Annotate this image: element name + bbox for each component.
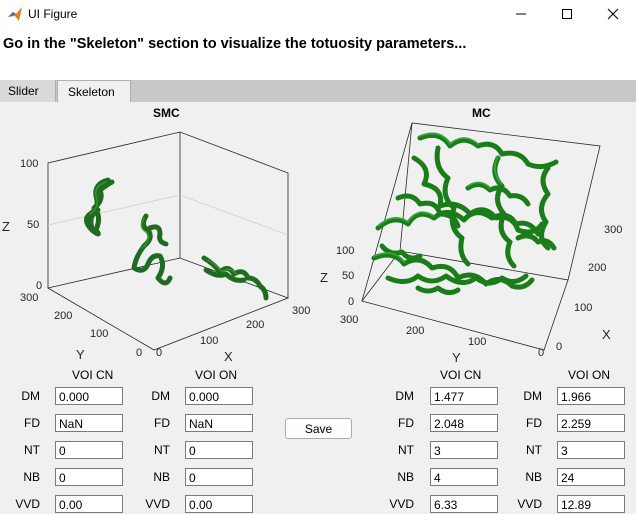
param-label: VVD (15, 497, 40, 511)
mc-x-tick: 0 (556, 341, 562, 353)
mc-y-tick: 100 (468, 336, 486, 348)
mc-z-tick: 0 (348, 296, 354, 308)
vvd-field[interactable]: 12.89 (557, 495, 625, 513)
mc-z-tick: 100 (336, 245, 354, 257)
smc-x-tick: 100 (200, 335, 218, 347)
fd-field[interactable]: 2.048 (430, 414, 498, 432)
nb-field[interactable]: 0 (55, 468, 123, 486)
dm-field[interactable]: 0.000 (185, 387, 253, 405)
nt-field[interactable]: 3 (430, 441, 498, 459)
nb-field[interactable]: 0 (185, 468, 253, 486)
fd-field[interactable]: NaN (55, 414, 123, 432)
dm-field[interactable]: 0.000 (55, 387, 123, 405)
mc-y-axis-label: Y (452, 350, 461, 365)
param-label: NB (397, 470, 414, 484)
param-label: NB (525, 470, 542, 484)
save-button[interactable]: Save (285, 418, 352, 439)
dm-field[interactable]: 1.477 (430, 387, 498, 405)
smc-z-tick: 0 (36, 280, 42, 292)
param-label: NT (24, 443, 40, 457)
smc-vessel-render (84, 177, 269, 301)
close-button[interactable] (590, 0, 636, 28)
tab-skeleton[interactable]: Skeleton (57, 80, 131, 102)
smc-z-axis-label: Z (2, 219, 10, 234)
vvd-field[interactable]: 6.33 (430, 495, 498, 513)
fd-field[interactable]: NaN (185, 414, 253, 432)
mc-z-axis-label: Z (320, 270, 328, 285)
smc-x-tick: 0 (156, 347, 162, 359)
minimize-button[interactable] (498, 0, 544, 28)
mc-y-tick: 200 (406, 325, 424, 337)
dm-field[interactable]: 1.966 (557, 387, 625, 405)
mc-x-tick: 200 (588, 262, 606, 274)
smc-x-axis-label: X (224, 349, 233, 364)
param-label: NT (526, 443, 542, 457)
matlab-icon (8, 7, 22, 21)
group-header: VOI ON (568, 368, 611, 382)
smc-plot-title: SMC (153, 106, 180, 120)
param-label: DM (523, 389, 542, 403)
close-icon (607, 8, 619, 20)
window-titlebar: UI Figure (0, 0, 636, 28)
param-label: DM (395, 389, 414, 403)
mc-x-tick: 100 (574, 302, 592, 314)
param-label: VVD (517, 497, 542, 511)
mc-z-tick: 50 (342, 270, 354, 282)
group-header: VOI CN (440, 368, 482, 382)
smc-z-tick: 100 (20, 158, 38, 170)
param-label: FD (154, 416, 170, 430)
smc-y-tick: 300 (20, 292, 38, 304)
param-label: NT (154, 443, 170, 457)
param-label: NB (153, 470, 170, 484)
fd-field[interactable]: 2.259 (557, 414, 625, 432)
smc-y-axis-label: Y (76, 347, 85, 362)
nt-field[interactable]: 0 (185, 441, 253, 459)
maximize-icon (562, 9, 572, 19)
param-label: DM (21, 389, 40, 403)
mc-3d-plot[interactable]: 100 50 0 300 200 100 0 0 100 200 300 Z Y… (318, 118, 636, 368)
param-label: VVD (389, 497, 414, 511)
mc-vessel-render (371, 132, 559, 296)
mc-x-tick: 300 (604, 224, 622, 236)
window-title: UI Figure (28, 7, 78, 21)
param-label: NB (23, 470, 40, 484)
mc-plot-title: MC (472, 106, 491, 120)
param-label: DM (151, 389, 170, 403)
nb-field[interactable]: 24 (557, 468, 625, 486)
smc-x-tick: 200 (246, 319, 264, 331)
mc-y-tick: 300 (340, 314, 358, 326)
param-label: FD (24, 416, 40, 430)
group-header: VOI ON (195, 368, 238, 382)
mc-y-tick: 0 (538, 347, 544, 359)
maximize-button[interactable] (544, 0, 590, 28)
nt-field[interactable]: 3 (557, 441, 625, 459)
smc-3d-plot[interactable]: 100 50 0 300 200 100 0 0 100 200 300 Z Y… (0, 118, 318, 368)
smc-y-tick: 0 (136, 347, 142, 359)
vvd-field[interactable]: 0.00 (55, 495, 123, 513)
minimize-icon (516, 13, 526, 15)
param-label: VVD (145, 497, 170, 511)
param-label: FD (526, 416, 542, 430)
param-label: FD (398, 416, 414, 430)
mc-x-axis-label: X (602, 327, 611, 342)
instruction-text: Go in the "Skeleton" section to visualiz… (3, 36, 467, 52)
vvd-field[interactable]: 0.00 (185, 495, 253, 513)
param-label: NT (398, 443, 414, 457)
smc-z-tick: 50 (27, 219, 39, 231)
nt-field[interactable]: 0 (55, 441, 123, 459)
tab-slider[interactable]: Slider (0, 80, 56, 102)
smc-y-tick: 100 (90, 328, 108, 340)
nb-field[interactable]: 4 (430, 468, 498, 486)
smc-x-tick: 300 (292, 305, 310, 317)
smc-y-tick: 200 (54, 310, 72, 322)
tab-strip: Slider Skeleton (0, 80, 636, 102)
group-header: VOI CN (72, 368, 114, 382)
instruction-banner: Go in the "Skeleton" section to visualiz… (0, 28, 636, 80)
